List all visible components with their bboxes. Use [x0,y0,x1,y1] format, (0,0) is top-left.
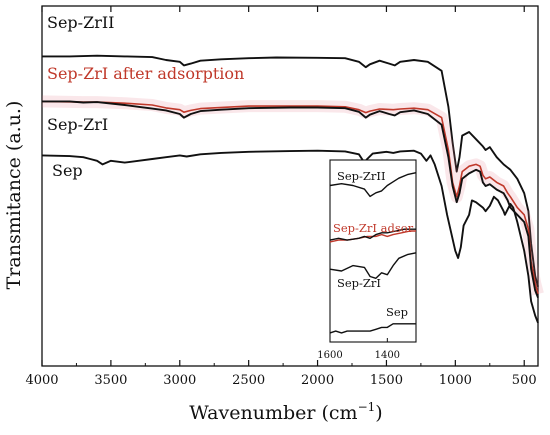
inset-panel: Sep-ZrII Sep-ZrI adsor Sep-ZrI Sep 1600 1400 [317,159,417,361]
x-tick-label-4000: 4000 [25,373,58,388]
inset-label-sep-zri: Sep-ZrI [337,276,381,290]
x-tick-label-3500: 3500 [94,373,127,388]
x-axis-title: Wavenumber (cm−1) [189,400,382,424]
inset-label-sep: Sep [386,305,408,319]
x-tick-label-1000: 1000 [439,373,472,388]
x-tick-label-500: 500 [512,373,537,388]
series-layer [41,54,544,324]
inset-series-line-2 [329,228,416,241]
curve-label-sep: Sep [52,161,83,180]
x-axis-title-main: Wavenumber (cm [189,402,357,424]
curve-label-sep-zrii: Sep-ZrII [47,13,114,32]
inset-label-sep-zrii: Sep-ZrII [337,169,386,183]
inset-series-line-3 [329,252,417,279]
y-axis-title: Transmitance (a.u.) [3,101,25,290]
inset-label-sep-zri-adsor: Sep-ZrI adsor [333,221,414,235]
series-halo-sep-zri-after-adsorption [41,95,544,296]
x-tick-label-1500: 1500 [370,373,403,388]
inset-frame [329,159,417,343]
plot-frame [41,5,539,367]
x-axis-title-close: ) [375,402,382,424]
x-tick-label-2000: 2000 [301,373,334,388]
inset-x-tick-label-1400: 1400 [375,350,400,361]
inset-series-line-4 [329,323,416,334]
series-line-sep [41,149,539,324]
inset-series-line-0 [329,172,417,198]
inset-x-tick-label-1600: 1600 [317,350,342,361]
curve-label-sep-zri: Sep-ZrI [47,115,108,134]
x-tick-label-2500: 2500 [232,373,265,388]
series-line-sep-zri-after-adsorption [41,100,539,295]
curve-label-sep-zri-after-adsorption: Sep-ZrI after adsorption [47,64,244,83]
series-line-sep-zri [42,100,539,298]
x-tick-label-3000: 3000 [163,373,196,388]
series-line-sep-zrii [42,54,539,288]
x-axis-title-exponent: −1 [358,400,376,414]
